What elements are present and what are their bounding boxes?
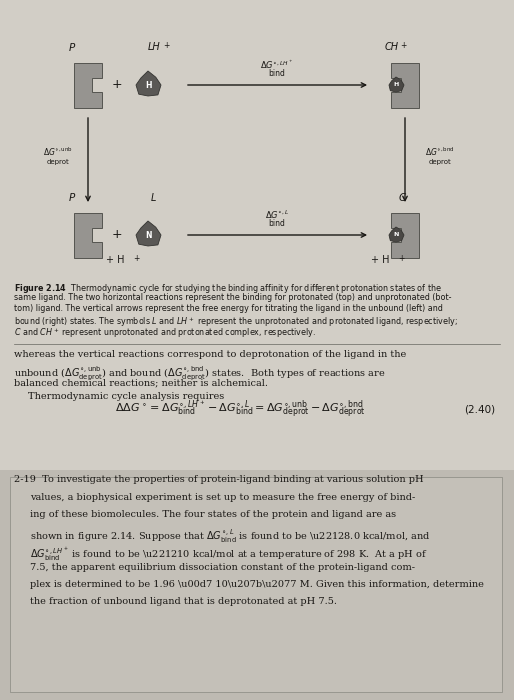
Text: tom) ligand. The vertical arrows represent the free energy for titrating the lig: tom) ligand. The vertical arrows represe… [14,304,443,313]
Polygon shape [136,71,161,96]
Text: bound (right) states. The symbols $L$ and $LH^+$ represent the unprotonated and : bound (right) states. The symbols $L$ an… [14,315,458,329]
Text: shown in figure 2.14. Suppose that $\Delta G^{\circ,L}_{\mathrm{bind}}$ is found: shown in figure 2.14. Suppose that $\Del… [30,528,430,545]
Text: N: N [145,230,151,239]
Text: deprot: deprot [429,159,451,165]
Text: $\Delta G^{\circ,\mathrm{unb}}$: $\Delta G^{\circ,\mathrm{unb}}$ [43,146,73,158]
Text: LH: LH [148,42,161,52]
Text: same ligand. The two horizontal reactions represent the binding for protonated (: same ligand. The two horizontal reaction… [14,293,451,302]
Text: +: + [163,41,170,50]
Text: $\Delta G^{\circ,\mathrm{bnd}}$: $\Delta G^{\circ,\mathrm{bnd}}$ [425,146,455,158]
Text: +: + [400,41,407,50]
Text: $\bf{Figure\ 2.14}$  Thermodynamic cycle for studying the binding affinity for d: $\bf{Figure\ 2.14}$ Thermodynamic cycle … [14,282,442,295]
Text: H: H [393,83,399,88]
Text: unbound ($\Delta G^{\circ,\mathrm{unb}}_{\mathrm{deprot}}$) and bound ($\Delta G: unbound ($\Delta G^{\circ,\mathrm{unb}}_… [14,364,386,382]
Text: values, a biophysical experiment is set up to measure the free energy of bind-: values, a biophysical experiment is set … [30,493,415,501]
Text: + H: + H [371,255,389,265]
Text: $C$ and $CH^+$ represent unprotonated and protonated complex, respectively.: $C$ and $CH^+$ represent unprotonated an… [14,326,316,340]
Text: the fraction of unbound ligand that is deprotonated at pH 7.5.: the fraction of unbound ligand that is d… [30,598,337,606]
Bar [10,477,502,692]
Polygon shape [389,227,404,242]
Polygon shape [391,62,419,108]
Text: whereas the vertical reactions correspond to deprotonation of the ligand in the: whereas the vertical reactions correspon… [14,350,406,359]
Text: $\Delta\Delta G^\circ = \Delta G^{\circ,LH^+}_{\mathrm{bind}} - \Delta G^{\circ,: $\Delta\Delta G^\circ = \Delta G^{\circ,… [115,398,365,420]
Bar [0,470,514,700]
Text: plex is determined to be 1.96 \u00d7 10\u207b\u2077 M. Given this information, d: plex is determined to be 1.96 \u00d7 10\… [30,580,484,589]
Text: +: + [398,254,405,263]
Text: (2.40): (2.40) [464,404,495,414]
Text: 2-19  To investigate the properties of protein-ligand binding at various solutio: 2-19 To investigate the properties of pr… [14,475,424,484]
Text: $\Delta G^{\circ,LH^+}_{\mathrm{bind}}$ is found to be \u221210 kcal/mol at a te: $\Delta G^{\circ,LH^+}_{\mathrm{bind}}$ … [30,545,428,563]
Text: $\Delta G^{\circ,LH^+}$: $\Delta G^{\circ,LH^+}$ [260,58,294,71]
Text: bind: bind [268,69,285,78]
Polygon shape [74,62,102,108]
Text: Thermodynamic cycle analysis requires: Thermodynamic cycle analysis requires [28,392,224,401]
Text: ing of these biomolecules. The four states of the protein and ligand are as: ing of these biomolecules. The four stat… [30,510,396,519]
Text: H: H [145,80,151,90]
Text: +: + [112,228,122,242]
Text: balanced chemical reactions; neither is alchemical.: balanced chemical reactions; neither is … [14,378,268,387]
Text: P: P [69,43,75,53]
Text: $\Delta G^{\circ,L}$: $\Delta G^{\circ,L}$ [265,209,289,221]
Polygon shape [389,77,404,92]
Text: bind: bind [268,219,285,228]
Text: N: N [393,232,399,237]
Text: P: P [69,193,75,203]
Text: L: L [150,193,156,203]
Text: 7.5, the apparent equilibrium dissociation constant of the protein-ligand com-: 7.5, the apparent equilibrium dissociati… [30,563,415,571]
Bar [0,0,514,470]
Text: deprot: deprot [47,159,69,165]
Polygon shape [136,221,161,246]
Text: CH: CH [385,42,399,52]
Polygon shape [391,213,419,258]
Text: +: + [133,254,139,263]
Text: C: C [398,193,406,203]
Text: + H: + H [106,255,124,265]
Polygon shape [74,213,102,258]
Text: +: + [112,78,122,92]
